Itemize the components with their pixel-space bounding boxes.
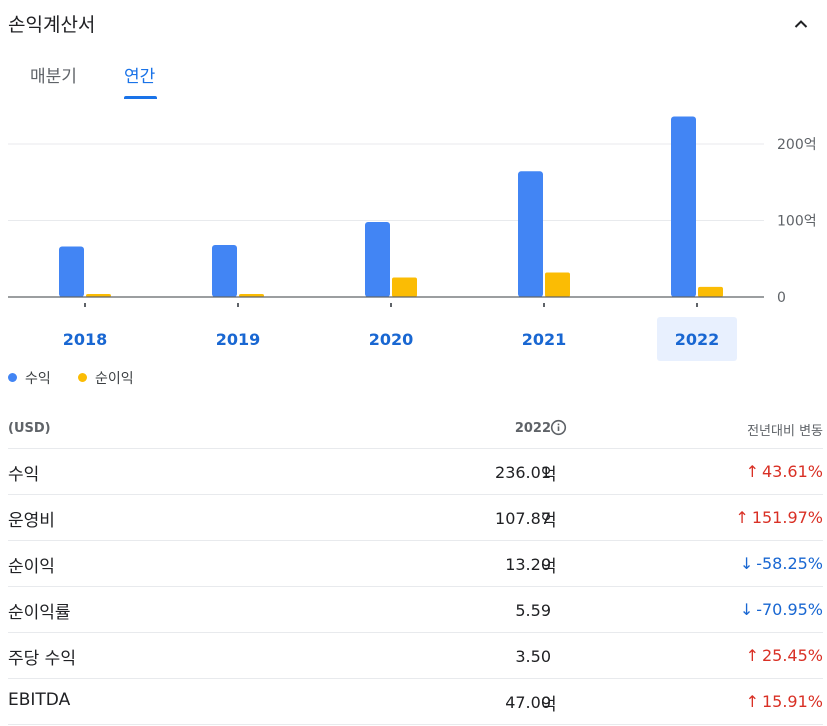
- table-row: 순이익 13.20 억 ↓ -58.25%: [8, 541, 823, 587]
- row-value: 107.87: [495, 509, 551, 528]
- row-change-value: 43.61%: [761, 462, 823, 481]
- row-label: 수익: [8, 465, 40, 485]
- table-row: EBITDA 47.00 억 ↑ 15.91%: [8, 679, 823, 725]
- row-change-value: 15.91%: [761, 692, 823, 711]
- bar-revenue-2020: [365, 222, 390, 297]
- row-change-value: -58.25%: [756, 554, 823, 573]
- row-label: 운영비: [8, 511, 55, 531]
- arrow-up-icon: ↑: [745, 646, 759, 665]
- arrow-up-icon: ↑: [735, 508, 749, 527]
- y-tick-label: 100억: [777, 214, 817, 230]
- y-tick-label: 0: [777, 290, 786, 306]
- chevron-up-icon: [794, 20, 808, 28]
- tab-annual[interactable]: 연간: [124, 67, 156, 87]
- row-change: ↓ -70.95%: [740, 600, 823, 619]
- row-change: ↓ -58.25%: [740, 554, 823, 573]
- bar-revenue-2021: [518, 171, 543, 297]
- x-tick-label: 2019: [216, 330, 261, 349]
- table-row: 주당 수익 3.50 ↑ 25.45%: [8, 633, 823, 679]
- row-value: 47.00: [505, 693, 551, 712]
- x-tick-label: 2018: [63, 330, 108, 349]
- table-row: 수익 236.01 억 ↑ 43.61%: [8, 449, 823, 495]
- arrow-up-icon: ↑: [745, 692, 759, 711]
- row-change-value: 151.97%: [751, 508, 823, 527]
- bar-net-income-2021: [545, 272, 570, 297]
- x-tick-label: 2021: [522, 330, 567, 349]
- legend-item-revenue: 수익: [8, 368, 51, 388]
- table-header: (USD) 2022 전년대비 변동: [8, 410, 823, 449]
- row-value: 5.59: [515, 601, 551, 620]
- row-value: 13.20: [505, 555, 551, 574]
- legend-item-net-income: 순이익: [78, 368, 134, 388]
- year-header: 2022: [514, 421, 551, 436]
- income-chart: 0 100억 200억 2018 2019 2020 2021 2022: [8, 116, 817, 361]
- info-icon[interactable]: [550, 419, 567, 436]
- row-change-value: 25.45%: [761, 646, 823, 665]
- bar-net-income-2019: [239, 293, 264, 297]
- row-label: EBITDA: [8, 690, 71, 710]
- bar-net-income-2022: [698, 286, 723, 297]
- arrow-down-icon: ↓: [739, 600, 754, 619]
- section-header: 손익계산서: [8, 8, 819, 40]
- y-tick-label: 200억: [777, 137, 817, 153]
- bar-revenue-2022: [671, 116, 696, 297]
- legend-label-revenue: 수익: [25, 371, 51, 387]
- section-title: 손익계산서: [8, 14, 96, 36]
- arrow-up-icon: ↑: [745, 462, 759, 481]
- yoy-change-header: 전년대비 변동: [747, 424, 823, 439]
- currency-label: (USD): [8, 421, 51, 436]
- year-button-2022[interactable]: [657, 317, 737, 361]
- bar-revenue-2018: [59, 246, 84, 297]
- row-label: 순이익: [8, 557, 55, 577]
- table-row: 순이익률 5.59 ↓ -70.95%: [8, 587, 823, 633]
- tab-quarterly[interactable]: 매분기: [30, 67, 77, 87]
- bar-net-income-2018: [86, 293, 111, 297]
- tab-active-indicator: [124, 96, 157, 99]
- row-label: 주당 수익: [8, 649, 76, 669]
- x-tick-label: 2020: [369, 330, 414, 349]
- legend-dot-net-income: [78, 373, 87, 382]
- row-label: 순이익률: [8, 603, 71, 623]
- income-table: (USD) 2022 전년대비 변동 수익 236.01 억 ↑ 43.61% 운영비 10…: [8, 410, 823, 725]
- row-unit: 억: [541, 695, 557, 715]
- row-change: ↑ 25.45%: [746, 646, 823, 665]
- row-change: ↑ 151.97%: [735, 508, 823, 527]
- row-unit: 억: [541, 511, 557, 531]
- row-unit: 억: [541, 557, 557, 577]
- row-value: 3.50: [515, 647, 551, 666]
- row-change: ↑ 43.61%: [746, 462, 823, 481]
- x-tick-label: 2022: [675, 330, 720, 349]
- legend-label-net-income: 순이익: [95, 371, 134, 387]
- legend-dot-revenue: [8, 373, 17, 382]
- table-row: 운영비 107.87 억 ↑ 151.97%: [8, 495, 823, 541]
- row-change: ↑ 15.91%: [746, 692, 823, 711]
- row-unit: 억: [541, 465, 557, 485]
- arrow-down-icon: ↓: [739, 554, 754, 573]
- row-value: 236.01: [495, 463, 551, 482]
- row-change-value: -70.95%: [756, 600, 823, 619]
- bar-net-income-2020: [392, 277, 417, 297]
- bar-revenue-2019: [212, 244, 237, 297]
- collapse-button[interactable]: [789, 12, 813, 36]
